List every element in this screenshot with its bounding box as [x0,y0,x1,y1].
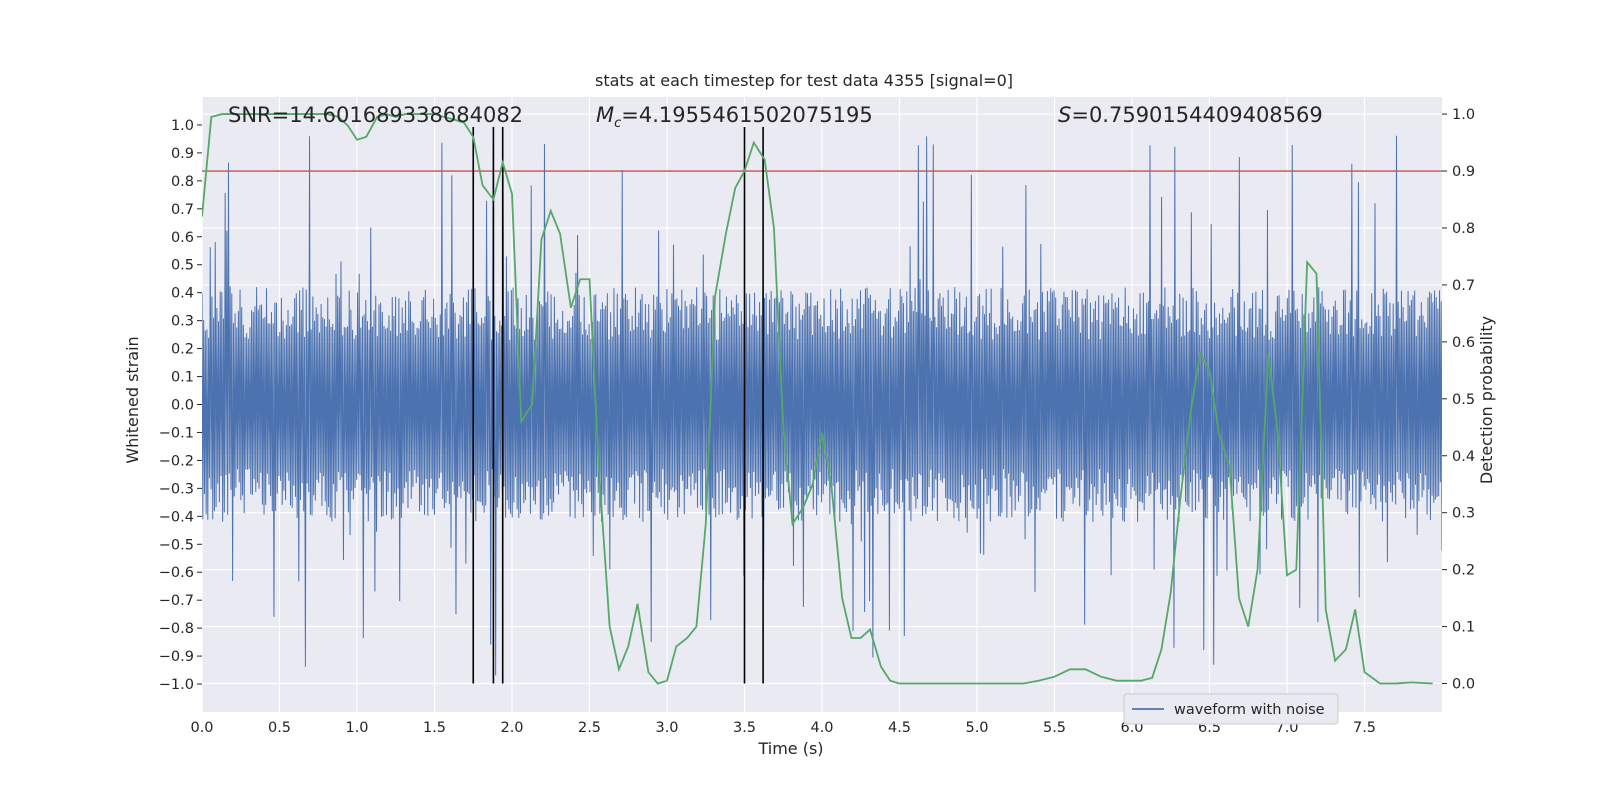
y-left-tick-label: 0.4 [171,286,194,302]
chirp-mass-subscript: c [614,116,621,131]
y-left-tick-label: 0.6 [171,230,194,246]
y-right-tick-label: 0.8 [1452,221,1475,237]
y-right-tick-label: 0.4 [1452,449,1475,465]
x-tick-label: 2.5 [578,720,601,736]
y-right-tick-label: 0.6 [1452,335,1475,351]
legend: waveform with noise [1123,693,1339,725]
y-left-tick-label: 1.0 [171,118,194,134]
y-left-tick-label: 0.5 [171,258,194,274]
x-tick-label: 4.0 [810,720,833,736]
legend-label: waveform with noise [1174,702,1325,718]
vertical-markers [472,126,764,684]
x-tick-label: 1.0 [345,720,368,736]
y-left-tick-label: 0.1 [171,370,194,386]
y-left-tick-label: 0.9 [171,146,194,162]
x-tick-label: 0.5 [268,720,291,736]
legend-box [1123,693,1339,725]
x-axis-label: Time (s) [757,739,823,758]
y-left-tick-label: −0.9 [159,649,194,665]
y-left-tick-label: 0.8 [171,174,194,190]
x-tick-label: 5.5 [1043,720,1066,736]
axes: 0.0 0.5 1.0 1.5 2.0 2.5 3.0 3.5 4.0 4.5 5.0 5.5 6.0 6… [159,107,1475,736]
x-tick-label: 0.0 [190,720,213,736]
y-axis-left-label: Whitened strain [123,336,142,463]
y-left-tick-label: −0.5 [159,537,194,553]
x-tick-label: 5.0 [965,720,988,736]
y-right-tick-label: 0.2 [1452,563,1475,579]
y-left-tick-label: −0.1 [159,425,194,441]
x-tick-label: 3.5 [733,720,756,736]
detection-probability-line [202,113,1433,685]
s-stat-symbol: S [1058,103,1071,127]
y-right-tick-label: 0.3 [1452,506,1475,522]
y-right-tick-label: 0.1 [1452,620,1475,636]
y-left-tick-label: −1.0 [159,677,194,693]
y-right-tick-label: 0.0 [1452,677,1475,693]
waveform-series [202,135,1442,676]
y-left-tick-label: 0.3 [171,314,194,330]
x-tick-label: 7.5 [1353,720,1376,736]
y-right-tick-label: 0.5 [1452,392,1475,408]
x-tick-label: 2.0 [500,720,523,736]
y-right-tick-label: 0.7 [1452,278,1475,294]
y-axis-right-label: Detection probability [1477,316,1496,484]
chirp-mass-label: Mc=4.1955461502075195 [596,103,873,131]
y-left-tick-label: 0.2 [171,342,194,358]
s-stat-value: =0.7590154409408569 [1071,103,1322,127]
snr-label: SNR=14.601689338684082 [228,103,523,127]
y-left-tick-label: −0.8 [159,621,194,637]
y-right-tick-label: 0.9 [1452,164,1475,180]
y-left-tick-label: −0.2 [159,453,194,469]
chirp-mass-value: =4.1955461502075195 [621,103,872,127]
chirp-mass-symbol: M [596,103,614,127]
waveform-line [202,135,1442,676]
s-stat-label: S=0.7590154409408569 [1058,103,1323,127]
x-tick-label: 4.5 [888,720,911,736]
y-left-tick-label: 0.0 [171,398,194,414]
y-left-tick-label: −0.7 [159,593,194,609]
y-left-tick-label: −0.4 [159,509,194,525]
y-left-tick-label: −0.3 [159,481,194,497]
x-tick-label: 3.0 [655,720,678,736]
chart-title: stats at each timestep for test data 435… [595,71,1013,90]
y-right-tick-label: 1.0 [1452,107,1475,123]
x-tick-label: 1.5 [423,720,446,736]
y-left-tick-label: −0.6 [159,565,194,581]
y-left-tick-label: 0.7 [171,202,194,218]
